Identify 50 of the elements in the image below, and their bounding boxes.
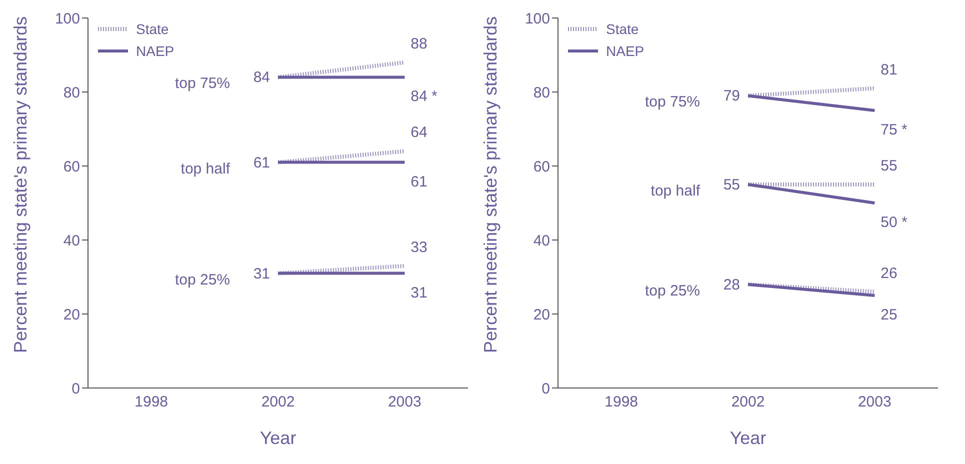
data-label: 26: [880, 264, 898, 282]
data-label: 84 *: [410, 88, 438, 106]
data-label: 28: [723, 276, 740, 294]
y-tick-label: 0: [542, 380, 550, 398]
x-axis-title: Year: [260, 428, 296, 448]
y-tick-label: 40: [63, 232, 80, 250]
annotation: top 75%: [174, 75, 230, 92]
legend-label: NAEP: [136, 42, 174, 61]
data-label: 64: [410, 124, 428, 142]
annotation: top 75%: [644, 94, 700, 111]
y-axis-title: Percent meeting state's primary standards: [10, 16, 30, 353]
data-label: 81: [880, 61, 898, 78]
data-label: 84: [253, 69, 270, 86]
y-axis-title: Percent meeting state's primary standards: [480, 16, 500, 353]
data-label: 79: [723, 88, 740, 105]
data-label: 61: [253, 154, 270, 172]
y-tick-label: 100: [524, 10, 550, 28]
y-tick-label: 0: [72, 380, 80, 398]
y-tick-label: 80: [533, 84, 550, 102]
x-tick-label: 1998: [604, 394, 638, 411]
y-tick-label: 100: [54, 10, 80, 28]
y-tick-label: 60: [533, 158, 550, 176]
y-tick-label: 20: [533, 306, 550, 324]
x-tick-label: 1998: [134, 394, 168, 411]
legend-label: NAEP: [606, 42, 644, 61]
data-label: 31: [253, 265, 270, 282]
x-tick-label: 2002: [731, 394, 765, 411]
y-tick-label: 60: [63, 158, 80, 176]
annotation: top 25%: [174, 271, 230, 288]
y-tick-label: 40: [533, 232, 550, 250]
y-tick-label: 20: [63, 306, 80, 324]
legend-label: State: [606, 20, 639, 39]
y-tick-label: 80: [63, 84, 80, 102]
data-label: 25: [880, 306, 898, 324]
data-label: 75 *: [880, 122, 908, 138]
x-tick-label: 2003: [858, 394, 892, 411]
data-label: 55: [880, 158, 898, 174]
data-label: 31: [410, 284, 428, 302]
data-label: 33: [410, 238, 428, 256]
x-tick-label: 2003: [388, 394, 422, 411]
x-tick-label: 2002: [261, 394, 295, 411]
data-label: 50 *: [880, 214, 908, 231]
data-label: 61: [410, 173, 428, 190]
annotation: top half: [650, 182, 701, 200]
x-axis-title: Year: [730, 428, 766, 448]
data-label: 88: [410, 35, 428, 52]
annotation: top half: [180, 160, 231, 178]
legend-label: State: [136, 20, 169, 39]
annotation: top 25%: [644, 282, 700, 300]
data-label: 55: [723, 176, 740, 194]
